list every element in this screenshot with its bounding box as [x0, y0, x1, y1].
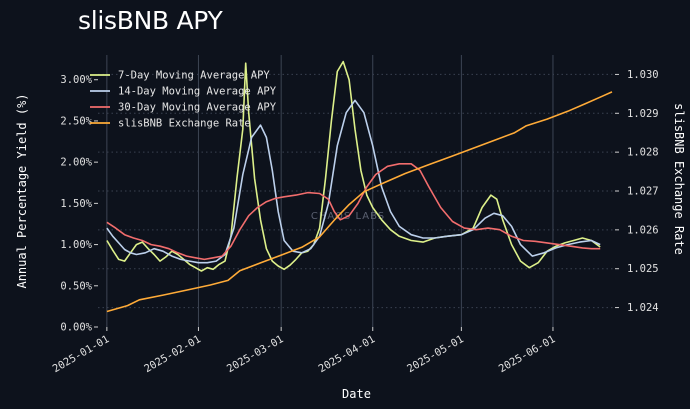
x-tick-label: 2025-06-01 [497, 333, 558, 375]
legend-label-7d: 7-Day Moving Average APY [118, 70, 270, 82]
x-tick-label: 2025-01-01 [51, 333, 112, 375]
x-tick-label: 2025-03-01 [225, 333, 286, 375]
y-left-tick-label: 2.50% [60, 115, 92, 127]
x-tick-label: 2025-05-01 [405, 333, 466, 375]
y-right-tick-label: 1.028 [627, 147, 659, 159]
y-left-tick-label: 1.50% [60, 198, 92, 210]
y-left-tick-label: 2.00% [60, 157, 92, 169]
legend-label-rate: slisBNB Exchange Rate [118, 118, 251, 130]
y-right-tick-label: 1.030 [627, 69, 659, 81]
y-left-tick-label: 0.50% [60, 280, 92, 292]
y-left-tick-label: 1.00% [60, 239, 92, 251]
legend-label-14d: 14-Day Moving Average APY [118, 86, 277, 98]
y-left-tick-label: 3.00% [60, 74, 92, 86]
x-axis-label: Date [342, 387, 371, 401]
y-right-tick-label: 1.024 [627, 302, 659, 314]
x-tick-label: 2025-04-01 [316, 333, 377, 375]
y-right-tick-label: 1.029 [627, 108, 659, 120]
y-right-tick-label: 1.026 [627, 224, 659, 236]
y-left-axis-label: Annual Percentage Yield (%) [15, 93, 29, 288]
y-left-tick-label: 0.00% [60, 322, 92, 334]
y-right-tick-label: 1.025 [627, 263, 659, 275]
y-right-tick-label: 1.027 [627, 186, 659, 198]
legend-label-30d: 30-Day Moving Average APY [118, 102, 277, 114]
y-right-axis-label: slisBNB Exchange Rate [672, 103, 686, 255]
legend: 7-Day Moving Average APY 14-Day Moving Av… [90, 70, 277, 130]
x-tick-label: 2025-02-01 [142, 333, 203, 375]
